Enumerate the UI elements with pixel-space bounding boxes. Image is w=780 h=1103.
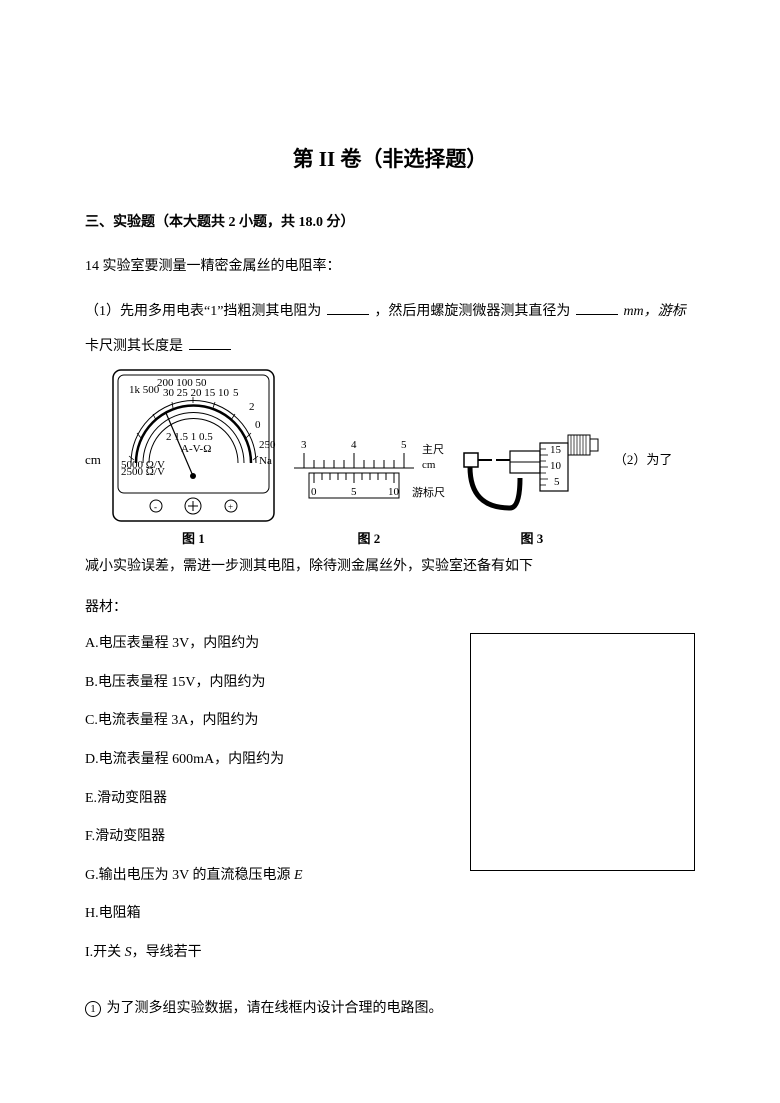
svg-text:0: 0 [255,419,261,431]
svg-text:4: 4 [351,439,357,451]
fig1-caption: 图 1 [182,527,205,552]
svg-text:15: 15 [550,444,562,456]
fig2-caption: 图 2 [358,527,381,552]
svg-text:1k 500: 1k 500 [129,384,160,396]
svg-text:5: 5 [351,486,357,498]
page-title: 第 II 卷（非选择题） [85,140,695,180]
figure-1-block: 1k 500 200 100 50 30 25 20 15 10 5 2 0 2… [111,368,276,552]
circuit-draw-box[interactable] [470,633,695,871]
figures-row: cm 1k 500 200 100 50 30 25 20 15 10 5 2 [85,368,695,552]
svg-text:主尺: 主尺 [422,443,444,456]
svg-text:5: 5 [233,387,239,399]
equip-g-b: E [294,868,303,883]
equipment-list: A.电压表量程 3V，内阻约为 B.电压表量程 15V，内阻约为 C.电流表量程… [85,631,452,978]
vernier-diagram: 3 4 5 主尺 cm 0 5 10 游标尺 [284,428,454,523]
equip-f: F.滑动变阻器 [85,824,452,851]
sub2-inline: （2）为了 [614,448,673,473]
section-header: 三、实验题（本大题共 2 小题，共 18.0 分） [85,210,695,237]
svg-text:2 1.5 1 0.5: 2 1.5 1 0.5 [166,431,213,443]
figure-3-block: 15 10 5 图 3 [462,423,602,552]
equip-i-c: ，导线若干 [132,945,202,960]
svg-text:5: 5 [401,439,407,451]
sub1-text-b: ，然后用螺旋测微器测其直径为 [374,304,570,319]
equip-b: B.电压表量程 15V，内阻约为 [85,670,452,697]
q14-stem: 14 实验室要测量一精密金属丝的电阻率： [85,254,695,281]
equip-h: H.电阻箱 [85,901,452,928]
equip-g-a: G.输出电压为 3V 的直流稳压电源 [85,868,294,883]
svg-text:3: 3 [301,439,307,451]
task-1-text: 为了测多组实验数据，请在线框内设计合理的电路图。 [107,1001,443,1016]
equip-i: I.开关 S，导线若干 [85,940,452,967]
svg-text:-: - [154,502,157,512]
fig3-caption: 图 3 [521,527,544,552]
blank-length[interactable] [189,336,231,350]
sub1-line2-a: 卡尺测其长度是 [85,339,183,354]
circled-1-icon: 1 [85,1001,101,1017]
svg-text:5: 5 [554,476,560,488]
equipment-row: A.电压表量程 3V，内阻约为 B.电压表量程 15V，内阻约为 C.电流表量程… [85,631,695,978]
svg-text:30 25 20 15 10: 30 25 20 15 10 [163,387,230,399]
blank-diameter[interactable] [576,301,618,315]
after-fig-text: 减小实验误差，需进一步测其电阻，除待测金属丝外，实验室还备有如下 [85,554,695,581]
unit-mm: mm，游标 [623,304,685,319]
svg-text:10: 10 [388,486,400,498]
equip-c: C.电流表量程 3A，内阻约为 [85,708,452,735]
q14-sub1: （1）先用多用电表“1”挡粗测其电阻为 ，然后用螺旋测微器测其直径为 mm，游标 [85,299,695,326]
svg-text:Na: Na [259,455,272,467]
q14-sub1-line2: 卡尺测其长度是 [85,334,695,361]
equip-g: G.输出电压为 3V 的直流稳压电源 E [85,863,452,890]
equip-e: E.滑动变阻器 [85,786,452,813]
svg-text:2: 2 [249,401,255,413]
svg-text:+: + [228,502,233,512]
equipment-label: 器材： [85,595,695,622]
svg-text:250: 250 [259,439,276,451]
equip-d: D.电流表量程 600mA，内阻约为 [85,747,452,774]
micrometer-diagram: 15 10 5 [462,423,602,523]
svg-text:游标尺: 游标尺 [412,485,445,499]
equip-i-b: S [125,945,132,960]
figure-2-block: 3 4 5 主尺 cm 0 5 10 游标尺 图 2 [284,428,454,552]
blank-resistance[interactable] [327,301,369,315]
equip-a: A.电压表量程 3V，内阻约为 [85,631,452,658]
equip-i-a: I.开关 [85,945,125,960]
svg-text:0: 0 [311,486,317,498]
equip-a-text: A.电压表量程 3V，内阻约为 [85,636,259,651]
svg-text:A-V-Ω: A-V-Ω [181,443,211,455]
sub1-text-a: （1）先用多用电表“1”挡粗测其电阻为 [85,304,321,319]
svg-text:2500 Ω/V: 2500 Ω/V [121,466,165,478]
svg-text:10: 10 [550,460,562,472]
cm-prefix: cm [85,448,101,473]
task-1: 1 为了测多组实验数据，请在线框内设计合理的电路图。 [85,996,695,1023]
multimeter-diagram: 1k 500 200 100 50 30 25 20 15 10 5 2 0 2… [111,368,276,523]
svg-text:cm: cm [422,459,436,471]
